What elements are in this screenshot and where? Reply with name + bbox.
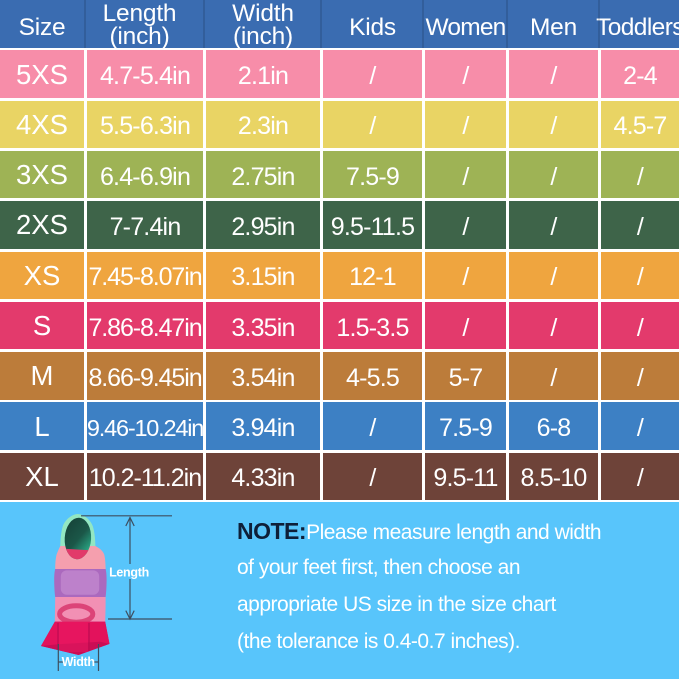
svg-text:Width: Width <box>62 655 95 669</box>
svg-text:Length: Length <box>109 566 149 580</box>
